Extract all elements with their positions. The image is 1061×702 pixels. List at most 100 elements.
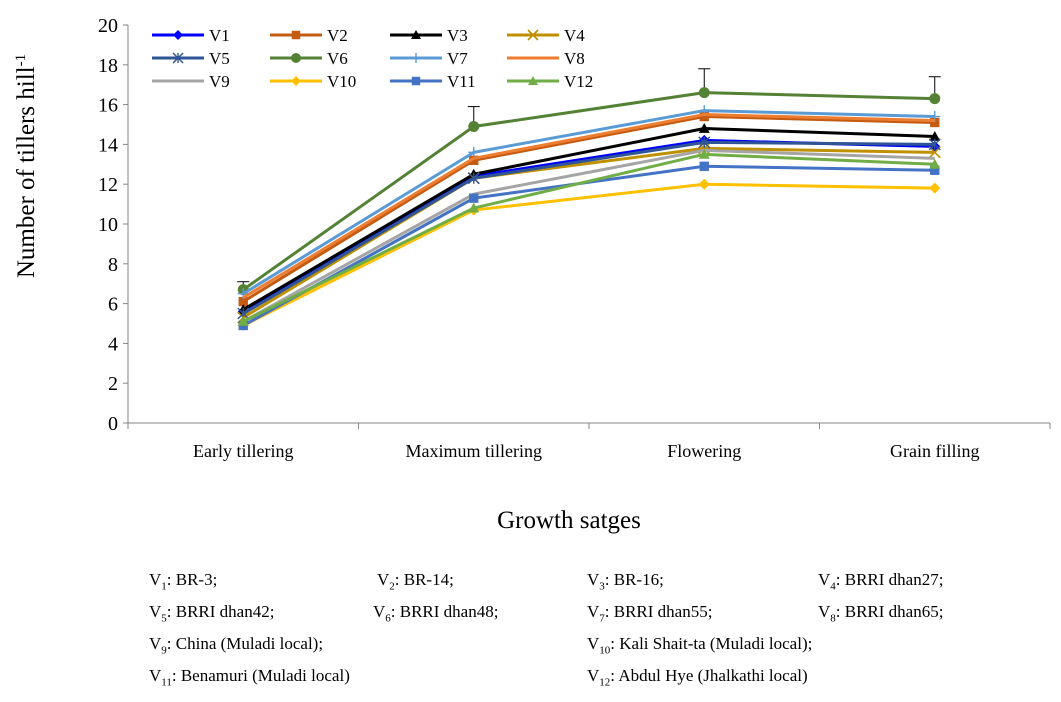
- x-tick-label: Maximum tillering: [406, 441, 543, 461]
- series-line: [242, 146, 935, 319]
- y-tick-label: 8: [108, 254, 118, 276]
- data-point: [929, 182, 941, 194]
- data-point: [528, 76, 538, 85]
- series-line: [242, 109, 935, 295]
- legend-item-v7: V7: [390, 49, 468, 68]
- legend-item-v8: V8: [507, 49, 585, 68]
- key-item: V8: BRRI dhan65;: [818, 602, 944, 625]
- y-tick-label: 14: [98, 134, 118, 156]
- data-point: [698, 122, 710, 133]
- legend-label: V11: [447, 72, 476, 91]
- legend-item-v1: V1: [152, 26, 230, 45]
- legend-label: V2: [327, 26, 348, 45]
- data-point: [291, 30, 301, 40]
- y-tick-label: 18: [98, 55, 118, 77]
- y-axis-label: Number of tillers hill-1: [13, 54, 40, 278]
- data-point: [930, 165, 940, 175]
- series-line: [242, 148, 935, 323]
- data-point: [928, 138, 941, 151]
- x-axis-label: Growth satges: [497, 507, 641, 534]
- y-tick-label: 4: [108, 333, 118, 355]
- x-tick-label: Early tillering: [193, 441, 293, 461]
- series-line: [242, 138, 935, 313]
- legend-label: V9: [209, 72, 230, 91]
- data-point: [929, 130, 941, 141]
- legend-item-v9: V9: [152, 72, 230, 91]
- data-point: [468, 146, 480, 158]
- series-line: [242, 152, 935, 323]
- series-line: [242, 164, 935, 327]
- data-point: [172, 52, 184, 64]
- tillers-line-chart: 0 2 4 6 8 10 12 14 16 18 20 Early tillering Maximum …: [13, 15, 1051, 534]
- y-tick-label: 10: [98, 214, 118, 236]
- data-point: [411, 30, 421, 39]
- data-point: [173, 30, 183, 40]
- legend-item-v11: V11: [390, 72, 476, 91]
- legend-item-v12: V12: [507, 72, 593, 91]
- legend-label: V10: [327, 72, 356, 91]
- series-line: [242, 91, 935, 291]
- legend-label: V8: [564, 49, 585, 68]
- legend-label: V5: [209, 49, 230, 68]
- data-point: [467, 172, 480, 185]
- key-item: V10: Kali Shait-ta (Muladi local);: [587, 634, 813, 657]
- data-point: [237, 316, 249, 326]
- key-item: V11: Benamuri (Muladi local): [149, 666, 350, 689]
- x-tick-label: Grain filling: [890, 441, 979, 461]
- series-v12: [237, 148, 941, 326]
- legend-item-v10: V10: [270, 72, 356, 91]
- legend-label: V7: [447, 49, 468, 68]
- y-tick-label: 16: [98, 95, 118, 117]
- series-v9: [242, 148, 935, 323]
- y-tick-label: 2: [108, 373, 118, 395]
- key-item: V7: BRRI dhan55;: [587, 602, 713, 625]
- data-point: [469, 155, 479, 165]
- chart-axes: 0 2 4 6 8 10 12 14 16 18 20 Early tillering Maximum …: [98, 15, 1051, 461]
- variety-key: V1: BR-3; V2: BR-14; V3: BR-16; V4: BRRI dh…: [0, 565, 1061, 702]
- data-point: [238, 296, 248, 307]
- data-point: [698, 87, 710, 99]
- y-tick-label: 6: [108, 294, 118, 316]
- y-tick-label: 0: [108, 413, 118, 435]
- data-point: [929, 93, 941, 105]
- key-item: V6: BRRI dhan48;: [373, 602, 499, 625]
- data-point: [698, 136, 711, 149]
- key-item: V5: BRRI dhan42;: [149, 602, 275, 625]
- data-point: [930, 117, 940, 128]
- legend-label: V6: [327, 49, 348, 68]
- data-point: [699, 161, 709, 171]
- series-lines: [237, 87, 941, 331]
- series-line: [242, 113, 935, 299]
- legend-item-v5: V5: [152, 49, 230, 68]
- legend-label: V12: [564, 72, 593, 91]
- series-v5: [237, 136, 941, 320]
- series-line: [242, 126, 935, 311]
- data-point: [291, 53, 301, 63]
- data-point: [699, 111, 709, 122]
- legend-label: V1: [209, 26, 230, 45]
- legend-item-v2: V2: [270, 26, 348, 45]
- data-point: [291, 76, 301, 86]
- key-item: V2: BR-14;: [377, 570, 454, 593]
- key-item: V12: Abdul Hye (Jhalkathi local): [587, 666, 808, 689]
- data-point: [527, 29, 539, 41]
- data-point: [411, 53, 421, 63]
- series-v8: [242, 113, 935, 299]
- y-tick-label: 20: [98, 15, 118, 37]
- legend-item-v4: V4: [507, 26, 585, 45]
- series-line: [242, 115, 935, 303]
- key-item: V1: BR-3;: [149, 570, 218, 593]
- legend-item-v6: V6: [270, 49, 348, 68]
- data-point: [468, 202, 480, 213]
- key-item: V9: China (Muladi local);: [149, 634, 324, 657]
- series-line: [242, 182, 935, 327]
- x-tick-label: Flowering: [667, 441, 741, 461]
- series-v2: [238, 111, 940, 307]
- data-point: [929, 158, 941, 169]
- legend-label: V3: [447, 26, 468, 45]
- key-item: V4: BRRI dhan27;: [818, 570, 944, 593]
- chart-legend: V1 V2 V3 V4 V5 V6 V7 V8 V9 V10 V11 V12: [152, 26, 593, 91]
- data-point: [411, 76, 421, 86]
- y-tick-label: 12: [98, 174, 118, 196]
- legend-item-v3: V3: [390, 26, 468, 45]
